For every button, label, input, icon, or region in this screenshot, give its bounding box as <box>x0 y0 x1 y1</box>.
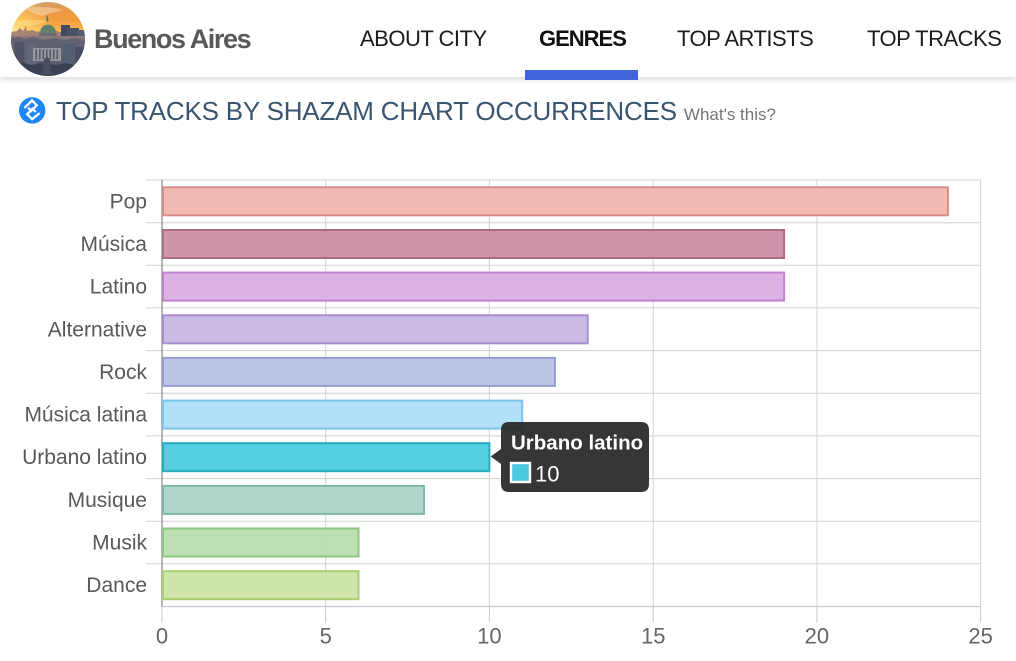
svg-text:25: 25 <box>968 624 992 649</box>
svg-text:Urbano latino: Urbano latino <box>511 432 643 455</box>
svg-text:20: 20 <box>805 624 829 649</box>
svg-text:Urbano latino: Urbano latino <box>22 446 147 469</box>
svg-text:Pop: Pop <box>110 190 147 213</box>
svg-text:0: 0 <box>156 624 168 649</box>
svg-text:Musik: Musik <box>92 532 147 555</box>
svg-text:Musique: Musique <box>68 489 147 512</box>
svg-text:Rock: Rock <box>99 361 147 384</box>
svg-text:15: 15 <box>641 624 665 649</box>
svg-text:Alternative: Alternative <box>48 318 147 341</box>
svg-text:Dance: Dance <box>86 574 147 597</box>
svg-text:Latino: Latino <box>90 276 147 299</box>
svg-text:10: 10 <box>477 624 501 649</box>
svg-text:Música: Música <box>80 233 147 256</box>
svg-text:10: 10 <box>535 462 559 487</box>
svg-text:5: 5 <box>320 624 332 649</box>
svg-text:Música latina: Música latina <box>24 404 147 427</box>
